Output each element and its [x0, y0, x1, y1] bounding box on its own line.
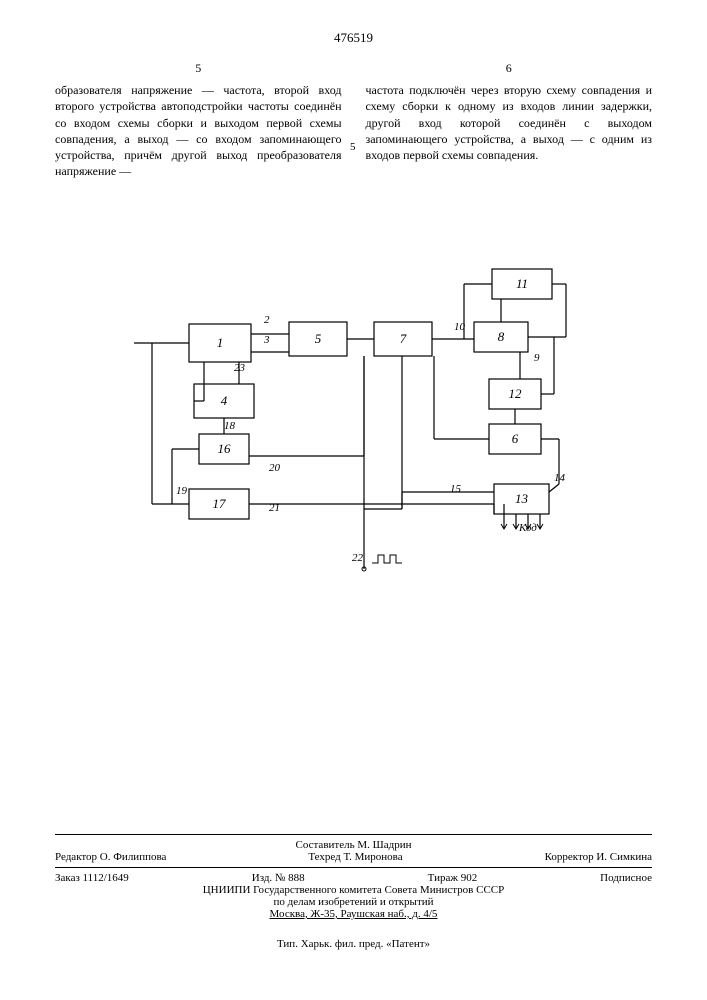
svg-text:4: 4: [220, 393, 227, 408]
left-col-number: 5: [55, 60, 342, 76]
text-columns: 5 образователя напряжение — частота, вто…: [55, 60, 652, 179]
page: 476519 5 образователя напряжение — часто…: [0, 0, 707, 1000]
svg-text:7: 7: [399, 331, 406, 346]
svg-text:23: 23: [234, 362, 246, 374]
svg-text:1: 1: [216, 335, 223, 350]
tech-editor: Техред Т. Миронова: [308, 851, 402, 863]
svg-text:3: 3: [263, 334, 270, 346]
svg-text:16: 16: [217, 441, 231, 456]
left-text: образователя напряжение — частота, второ…: [55, 83, 342, 178]
svg-text:18: 18: [224, 420, 236, 432]
right-column: 6 частота подключён через вторую схему с…: [366, 60, 653, 179]
address: Москва, Ж-35, Раушская наб., д. 4/5: [55, 908, 652, 920]
svg-text:15: 15: [450, 483, 462, 495]
tirage: Тираж 902: [428, 872, 478, 884]
svg-text:19: 19: [176, 485, 188, 497]
svg-text:17: 17: [212, 496, 226, 511]
svg-text:20: 20: [269, 462, 281, 474]
line-5-marker: 5: [350, 140, 356, 155]
svg-text:9: 9: [534, 352, 540, 364]
svg-text:14: 14: [554, 472, 566, 484]
svg-text:21: 21: [269, 502, 280, 514]
org-line-2: по делам изобретений и открытий: [55, 896, 652, 908]
svg-text:22: 22: [352, 552, 364, 564]
svg-text:11: 11: [515, 276, 527, 291]
svg-text:2: 2: [264, 314, 270, 326]
svg-text:5: 5: [314, 331, 321, 346]
print-info-row: Заказ 1112/1649 Изд. № 888 Тираж 902 Под…: [55, 872, 652, 884]
block-diagram: 1457811126131617232318201921221091514Код: [94, 209, 614, 589]
order-no: Заказ 1112/1649: [55, 872, 129, 884]
svg-text:13: 13: [515, 491, 529, 506]
subscription: Подписное: [600, 872, 652, 884]
left-column: 5 образователя напряжение — частота, вто…: [55, 60, 342, 179]
svg-text:12: 12: [508, 386, 522, 401]
svg-text:6: 6: [511, 431, 518, 446]
editor: Редактор О. Филиппова: [55, 851, 166, 863]
right-col-number: 6: [366, 60, 653, 76]
editors-row: Редактор О. Филиппова Техред Т. Миронова…: [55, 851, 652, 863]
svg-text:10: 10: [454, 321, 466, 333]
edition-no: Изд. № 888: [252, 872, 305, 884]
footer: Составитель М. Шадрин Редактор О. Филипп…: [55, 830, 652, 950]
corrector: Корректор И. Симкина: [545, 851, 652, 863]
svg-text:Код: Код: [518, 522, 537, 534]
right-text: частота подключён через вторую схему сов…: [366, 83, 653, 162]
org-line-1: ЦНИИПИ Государственного комитета Совета …: [55, 884, 652, 896]
printer-line: Тип. Харьк. фил. пред. «Патент»: [55, 938, 652, 950]
patent-number: 476519: [55, 30, 652, 46]
svg-text:8: 8: [497, 329, 504, 344]
compiler: Составитель М. Шадрин: [55, 839, 652, 851]
